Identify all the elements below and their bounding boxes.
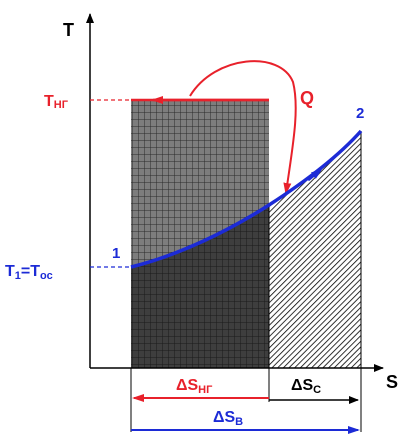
hatched-area [269,131,361,368]
ds-c-label: ΔSС [291,377,321,396]
heat-flow-arrow [189,60,297,195]
process-curve [130,129,363,269]
point-1-label: 1 [112,245,120,262]
heat-label: Q [300,88,314,108]
t1-label: T1=Tос [5,263,53,282]
ds-ng-label: ΔSНГ [176,377,213,396]
ds-b-label: ΔSВ [213,409,243,428]
t-axis-label: T [63,20,74,40]
t-ng-label: TНГ [44,93,69,111]
point-2-label: 2 [356,105,364,122]
s-axis-label: S [386,372,398,392]
process-curve-arrow [307,168,323,182]
grid-area-lower [131,205,269,368]
